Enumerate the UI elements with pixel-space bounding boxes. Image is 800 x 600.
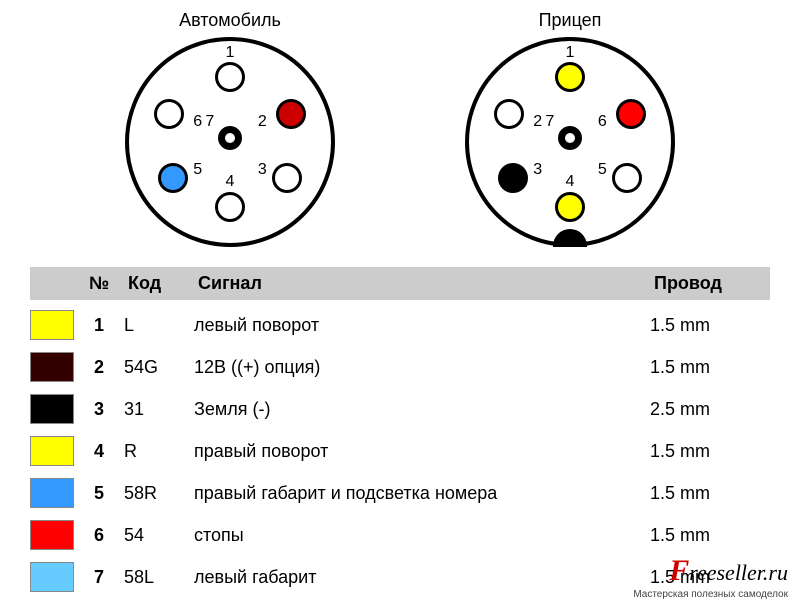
cell-num: 3 (74, 399, 124, 420)
diagram-car: Автомобиль 1 2 3 4 5 67 (125, 10, 335, 247)
color-swatch (30, 562, 74, 592)
cell-signal: левый поворот (194, 315, 650, 336)
cell-code: R (124, 441, 194, 462)
watermark: Freeseller.ru (669, 554, 788, 588)
cell-code: 54G (124, 357, 194, 378)
pin-label-2: 2 (258, 113, 267, 131)
table-body: 1Lлевый поворот1.5 mm254G12В ((+) опция)… (30, 307, 770, 595)
pin-label-6: 6 (598, 113, 607, 131)
cell-code: 58L (124, 567, 194, 588)
cell-code: L (124, 315, 194, 336)
pin-label-4: 4 (566, 173, 575, 191)
cell-num: 4 (74, 441, 124, 462)
cell-signal: правый поворот (194, 441, 650, 462)
cell-code: 31 (124, 399, 194, 420)
table-row: 254G12В ((+) опция)1.5 mm (30, 349, 770, 385)
cell-signal: правый габарит и подсветка номера (194, 483, 650, 504)
watermark-sub: Мастерская полезных самоделок (633, 589, 788, 600)
pin-4 (555, 192, 585, 222)
pin-7 (218, 126, 242, 150)
pin-label-2: 2 (533, 113, 542, 131)
pin-6 (154, 99, 184, 129)
color-swatch (30, 310, 74, 340)
diagram-trailer: Прицеп 1 2 3 4 5 6 7 (465, 10, 675, 247)
cell-wire: 1.5 mm (650, 483, 770, 504)
color-swatch (30, 352, 74, 382)
cell-num: 5 (74, 483, 124, 504)
header-num: № (74, 267, 124, 300)
cell-signal: стопы (194, 525, 650, 546)
connector-trailer: 1 2 3 4 5 6 7 (465, 37, 675, 247)
color-swatch (30, 436, 74, 466)
connector-car: 1 2 3 4 5 67 (125, 37, 335, 247)
pin-6 (616, 99, 646, 129)
diagram-car-title: Автомобиль (125, 10, 335, 31)
table-row: 558Rправый габарит и подсветка номера1.5… (30, 475, 770, 511)
pin-label-5: 5 (598, 161, 607, 179)
pin-label-3: 3 (258, 161, 267, 179)
pin-label-3: 3 (533, 161, 542, 179)
header-signal: Сигнал (194, 267, 650, 300)
cell-num: 7 (74, 567, 124, 588)
pin-label-6: 6 (193, 113, 202, 131)
cell-num: 1 (74, 315, 124, 336)
pin-label-4: 4 (226, 173, 235, 191)
cell-signal: Земля (-) (194, 399, 650, 420)
cell-code: 58R (124, 483, 194, 504)
table-row: 1Lлевый поворот1.5 mm (30, 307, 770, 343)
color-swatch (30, 520, 74, 550)
table-header: № Код Сигнал Провод (30, 267, 770, 301)
pin-2 (494, 99, 524, 129)
pin-3 (498, 163, 528, 193)
cell-wire: 1.5 mm (650, 315, 770, 336)
pin-4 (215, 192, 245, 222)
header-wire: Провод (650, 267, 770, 300)
cell-signal: левый габарит (194, 567, 650, 588)
pin-5 (612, 163, 642, 193)
pin-label-7: 7 (205, 113, 214, 131)
header-code: Код (124, 267, 194, 300)
pin-label-5: 5 (193, 161, 202, 179)
table-row: 331Земля (-)2.5 mm (30, 391, 770, 427)
color-swatch (30, 478, 74, 508)
cell-wire: 2.5 mm (650, 399, 770, 420)
connector-diagrams: Автомобиль 1234567 Прицеп 1234567 (0, 0, 800, 267)
pin-label-1: 1 (566, 44, 575, 62)
table-row: 654стопы1.5 mm (30, 517, 770, 553)
pin-3 (272, 163, 302, 193)
cell-wire: 1.5 mm (650, 357, 770, 378)
table-row: 4Rправый поворот1.5 mm (30, 433, 770, 469)
pin-label-1: 1 (226, 44, 235, 62)
watermark-rest: reeseller.ru (689, 560, 788, 585)
pin-1 (215, 62, 245, 92)
pin-5 (158, 163, 188, 193)
pin-1 (555, 62, 585, 92)
diagram-trailer-title: Прицеп (465, 10, 675, 31)
pinout-table: № Код Сигнал Провод 1Lлевый поворот1.5 m… (30, 267, 770, 595)
cell-code: 54 (124, 525, 194, 546)
pin-label-7: 7 (545, 113, 554, 131)
pin-7 (558, 126, 582, 150)
watermark-f: F (669, 554, 689, 587)
cell-signal: 12В ((+) опция) (194, 357, 650, 378)
pin-2 (276, 99, 306, 129)
cell-num: 6 (74, 525, 124, 546)
cell-wire: 1.5 mm (650, 525, 770, 546)
connector-notch (553, 229, 587, 247)
cell-num: 2 (74, 357, 124, 378)
cell-wire: 1.5 mm (650, 441, 770, 462)
header-color (30, 267, 74, 300)
color-swatch (30, 394, 74, 424)
